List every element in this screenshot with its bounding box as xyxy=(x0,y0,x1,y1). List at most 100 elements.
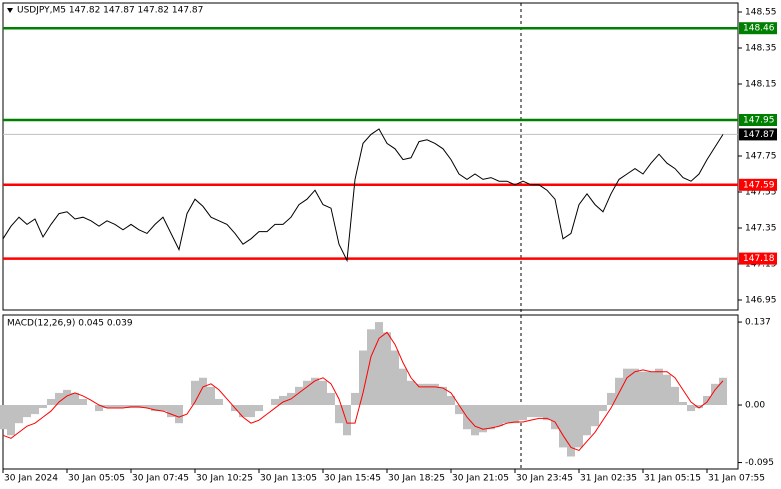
y-tick-label: 146.95 xyxy=(745,296,777,306)
histogram-bar xyxy=(0,405,7,430)
histogram-bar xyxy=(39,405,47,409)
histogram-bar xyxy=(63,389,71,406)
histogram-bar xyxy=(111,405,119,409)
signal-line xyxy=(2,331,724,452)
histogram-bar xyxy=(55,392,63,406)
level-label: 147.95 xyxy=(743,116,775,126)
level-label: 148.46 xyxy=(743,24,775,34)
histogram-bar xyxy=(519,405,527,421)
histogram-bar xyxy=(527,405,535,418)
histogram-bar xyxy=(439,386,447,406)
histogram-bar xyxy=(711,383,719,406)
y-tick-label: 148.35 xyxy=(745,44,777,54)
histogram-bar xyxy=(103,405,111,409)
histogram-bar xyxy=(375,322,383,406)
y-tick-label: -0.095 xyxy=(745,458,774,468)
y-tick-label: 148.55 xyxy=(745,8,777,18)
histogram-bar xyxy=(167,405,175,418)
histogram-bar xyxy=(151,405,159,412)
histogram-bar xyxy=(15,405,23,424)
level-label-box xyxy=(739,252,777,265)
histogram-bar xyxy=(79,398,87,406)
histogram-bar xyxy=(639,371,647,406)
histogram-bar xyxy=(455,405,463,415)
x-tick-label: 31 Jan 02:35 xyxy=(580,474,637,484)
histogram-bar xyxy=(399,368,407,406)
histogram-bar xyxy=(407,380,415,406)
histogram-bar xyxy=(143,405,151,409)
histogram-bar xyxy=(647,371,655,406)
level-label-box xyxy=(739,178,777,191)
histogram-bar xyxy=(575,405,583,448)
histogram-bar xyxy=(95,405,103,412)
histogram-bar xyxy=(535,405,543,418)
histogram-bar xyxy=(335,405,343,424)
x-tick-label: 30 Jan 21:05 xyxy=(452,474,509,484)
histogram-bar xyxy=(191,380,199,406)
histogram-bar xyxy=(487,405,495,430)
price-panel xyxy=(2,2,739,311)
collapse-icon xyxy=(7,8,13,13)
level-label: 147.59 xyxy=(743,180,775,190)
histogram-bar xyxy=(327,392,335,406)
histogram-bar xyxy=(719,377,727,406)
histogram-bar xyxy=(303,380,311,406)
histogram-bar xyxy=(311,377,319,406)
histogram-bar xyxy=(351,392,359,406)
level-label-box xyxy=(739,22,777,35)
level-label-box xyxy=(739,114,777,126)
histogram-bar xyxy=(471,405,479,436)
histogram-bar xyxy=(695,405,703,409)
histogram-bar xyxy=(295,386,303,406)
histogram-bar xyxy=(631,368,639,406)
x-tick-label: 30 Jan 2024 xyxy=(4,474,58,484)
histogram-bar xyxy=(239,405,247,418)
x-tick-label: 30 Jan 10:25 xyxy=(196,474,253,484)
histogram-bar xyxy=(247,405,255,418)
histogram-bar xyxy=(503,405,511,424)
x-tick-label: 30 Jan 13:05 xyxy=(260,474,317,484)
histogram-bar xyxy=(47,398,55,406)
x-tick-label: 30 Jan 07:45 xyxy=(132,474,189,484)
x-tick-label: 30 Jan 15:45 xyxy=(324,474,381,484)
x-tick-label: 31 Jan 05:15 xyxy=(644,474,701,484)
y-tick-label: 0.00 xyxy=(745,401,765,411)
histogram-bar xyxy=(543,405,551,421)
histogram-bar xyxy=(31,405,39,415)
y-tick-label: 147.55 xyxy=(745,188,777,198)
histogram-bar xyxy=(119,405,127,409)
last-price-label: 147.87 xyxy=(743,130,775,140)
macd-panel xyxy=(2,314,739,470)
histogram-bar xyxy=(655,368,663,406)
macd-title: MACD(12,26,9) 0.045 0.039 xyxy=(7,319,133,329)
histogram-bar xyxy=(479,405,487,433)
histogram-bar xyxy=(271,398,279,406)
histogram-bar xyxy=(199,377,207,406)
histogram-bar xyxy=(599,405,607,412)
histogram-bar xyxy=(207,386,215,406)
level-label: 147.18 xyxy=(743,254,775,264)
histogram-bar xyxy=(7,405,15,436)
x-tick-label: 31 Jan 07:55 xyxy=(708,474,765,484)
histogram-bar xyxy=(623,368,631,406)
histogram-bar xyxy=(71,392,79,406)
histogram-bar xyxy=(279,395,287,406)
histogram-bar xyxy=(23,405,31,418)
histogram-bar xyxy=(495,405,503,427)
price-line xyxy=(2,128,724,263)
histogram-bar xyxy=(679,401,687,406)
histogram-bar xyxy=(391,350,399,406)
y-tick-label: 148.15 xyxy=(745,80,777,90)
histogram-bar xyxy=(591,405,599,427)
histogram-bar xyxy=(607,392,615,406)
histogram-bar xyxy=(559,405,567,448)
x-tick-label: 30 Jan 05:05 xyxy=(68,474,125,484)
histogram-bar xyxy=(671,386,679,406)
price-title: USDJPY,M5 147.82 147.87 147.82 147.87 xyxy=(17,6,203,16)
histogram-bar xyxy=(583,405,591,436)
histogram-bar xyxy=(615,377,623,406)
y-tick-label: 147.75 xyxy=(745,152,777,162)
histogram-bar xyxy=(687,405,695,412)
histogram-bar xyxy=(431,383,439,406)
